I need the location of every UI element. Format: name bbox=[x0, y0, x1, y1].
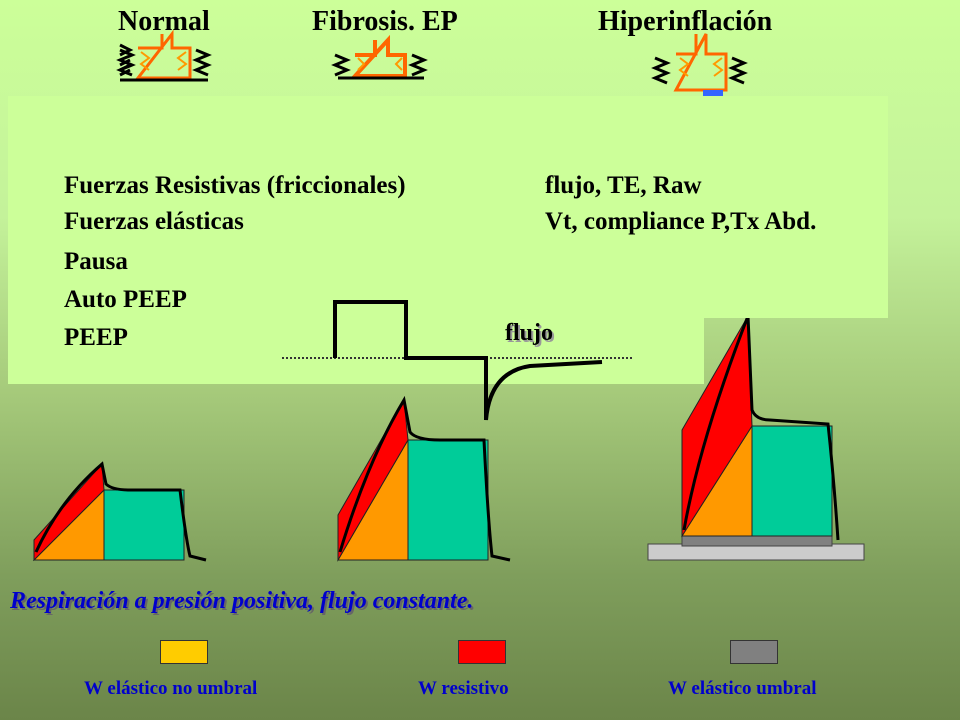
legend-label-resistivo: W resistivo bbox=[418, 678, 509, 699]
legend-label-elastico-umbral: W elástico umbral bbox=[668, 678, 817, 699]
pressure-curve-normal bbox=[32, 461, 207, 562]
panel-line-elasticas: Fuerzas elásticas bbox=[64, 208, 244, 235]
title-fibrosis: Fibrosis. EP bbox=[312, 6, 458, 37]
panel-line-autopeep: Auto PEEP bbox=[64, 286, 187, 313]
info-panel bbox=[8, 96, 888, 318]
pressure-curve-fibrosis bbox=[337, 395, 511, 562]
legend-swatch-elastico-no-umbral bbox=[160, 640, 208, 664]
caption: Respiración a presión positiva, flujo co… bbox=[10, 588, 474, 614]
title-normal: Normal bbox=[118, 6, 210, 37]
flow-label: flujo bbox=[505, 320, 553, 346]
legend-swatch-resistivo bbox=[458, 640, 506, 664]
panel-line-pausa: Pausa bbox=[64, 248, 128, 275]
legend-swatch-elastico-umbral bbox=[730, 640, 778, 664]
alveolus-normal-icon bbox=[116, 29, 212, 82]
panel-line-vt-compliance: Vt, compliance P,Tx Abd. bbox=[545, 208, 817, 235]
panel-line-resistivas: Fuerzas Resistivas (friccionales) bbox=[64, 172, 406, 199]
title-hiperinflacion: Hiperinflación bbox=[598, 6, 773, 37]
panel-line-peep: PEEP bbox=[64, 324, 128, 351]
panel-line-flujo-te-raw: flujo, TE, Raw bbox=[545, 172, 702, 199]
pressure-curve-hiperinflacion bbox=[647, 314, 865, 561]
alveolus-fibrosis-icon bbox=[331, 34, 428, 80]
alveolus-hiperinflacion-icon bbox=[651, 33, 748, 96]
legend-label-elastico-no-umbral: W elástico no umbral bbox=[84, 678, 258, 699]
